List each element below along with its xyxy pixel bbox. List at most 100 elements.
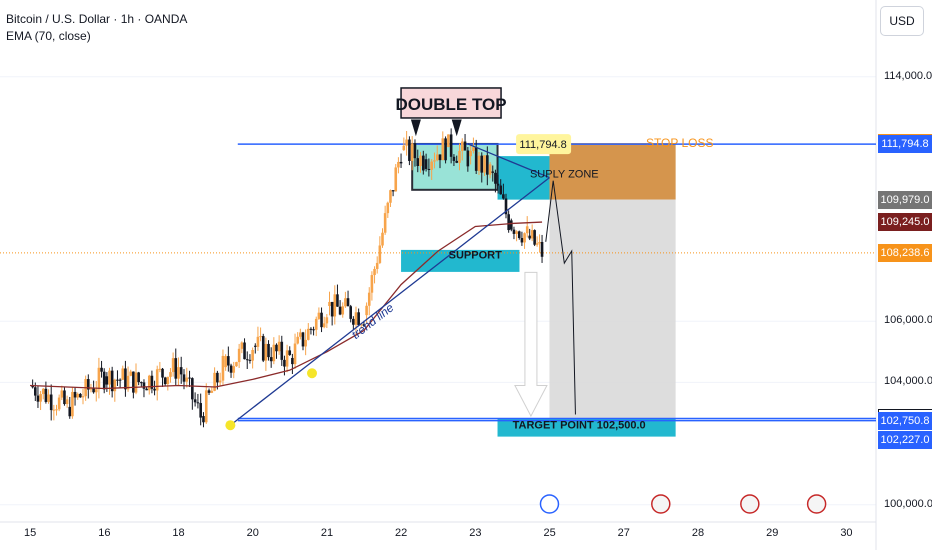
y-tick-label: 106,000.0 [884, 314, 932, 327]
price-label: 109,979.0 [878, 190, 932, 209]
candle-body [535, 243, 539, 245]
candle-body [280, 341, 284, 360]
candle-body [365, 305, 368, 316]
x-tick-label: 30 [840, 527, 853, 539]
x-tick-label: 15 [24, 527, 37, 539]
candle-body [512, 229, 516, 234]
candle-body [245, 359, 249, 361]
candle-body [79, 393, 82, 398]
candle-body [41, 388, 45, 395]
candle-body [31, 385, 34, 388]
candle-body [530, 230, 534, 239]
candle-body [362, 324, 366, 326]
candle-body [344, 298, 347, 307]
double-top-arrow [410, 119, 421, 137]
candle-body [235, 362, 238, 367]
candle-body [533, 230, 536, 245]
candle-body [357, 312, 360, 326]
ema-legend[interactable]: EMA (70, close) [6, 29, 91, 43]
candle-body [367, 292, 371, 306]
symbol-title: Bitcoin / U.S. Dollar · 1h · OANDA [6, 12, 188, 26]
candle-body [155, 369, 159, 391]
candle-body [177, 367, 180, 379]
price-label: 109,245.0 [878, 213, 932, 232]
candle-body [232, 366, 236, 373]
x-tick-label: 21 [320, 527, 334, 539]
candle-body [237, 348, 241, 363]
candle-body [333, 294, 337, 317]
candle-body [330, 301, 334, 317]
candle-body [427, 168, 431, 170]
candle-body [73, 391, 77, 398]
candle-body [199, 403, 202, 418]
candle-body [328, 301, 331, 306]
candle-body [441, 138, 445, 161]
candle-body [71, 391, 74, 417]
candle-body [435, 154, 439, 161]
currency-button[interactable]: USD [880, 6, 924, 36]
candle-body [488, 164, 492, 175]
candle-body [320, 312, 323, 328]
candle-body [150, 375, 154, 389]
candle-body [34, 387, 37, 396]
candle-body [126, 375, 130, 390]
candle-body [452, 156, 456, 161]
candle-body [269, 357, 273, 362]
candle-body [137, 372, 140, 383]
candle-body [243, 342, 246, 360]
candle-body [288, 350, 292, 355]
candle-body [87, 379, 90, 390]
candle-body [44, 388, 48, 402]
candle-body [227, 356, 230, 366]
stop-loss-label: STOP LOSS [646, 136, 714, 150]
candle-body [354, 312, 358, 325]
candle-body [202, 416, 205, 423]
candle-body [182, 374, 186, 382]
candle-body [188, 377, 191, 379]
candle-body [383, 213, 387, 233]
price-label: 102,750.8 [878, 411, 932, 430]
candle-body [55, 409, 58, 411]
candle-body [373, 268, 376, 276]
projection-path [545, 180, 576, 415]
candle-body [65, 399, 69, 405]
event-marker-icon [539, 494, 560, 514]
candle-body [285, 350, 289, 367]
supply-zone [497, 156, 550, 200]
candle-body [352, 318, 355, 325]
candle-body [97, 367, 101, 390]
candle-body [251, 349, 254, 361]
candle-body [121, 368, 125, 380]
candle-body [306, 328, 310, 340]
candle-body [494, 172, 497, 184]
candle-body [92, 388, 95, 393]
support-zone [401, 249, 520, 272]
candle-body [449, 134, 453, 157]
candle-body [216, 372, 219, 383]
candle-body [491, 171, 495, 173]
y-tick-label: 100,000.0 [884, 497, 932, 510]
candle-body [391, 190, 395, 192]
candle-body [341, 306, 345, 315]
candle-body [261, 336, 265, 361]
event-marker-icon [651, 494, 671, 514]
trend-line-lower [229, 177, 550, 426]
candle-body [179, 367, 183, 375]
candle-body [304, 339, 307, 347]
candle-body [483, 155, 486, 173]
x-tick-label: 18 [172, 527, 185, 539]
candle-body [458, 150, 461, 163]
candle-body [515, 231, 518, 234]
candle-body [359, 324, 363, 326]
candle-body [394, 167, 398, 192]
support-label: SUPPORT [449, 250, 502, 262]
candle-body [460, 141, 464, 151]
candle-body [171, 358, 175, 373]
candle-body [309, 328, 313, 330]
candle-body [463, 141, 467, 151]
candle-body [444, 138, 447, 161]
candle-body [256, 336, 260, 347]
double-top-arrow [451, 119, 462, 137]
